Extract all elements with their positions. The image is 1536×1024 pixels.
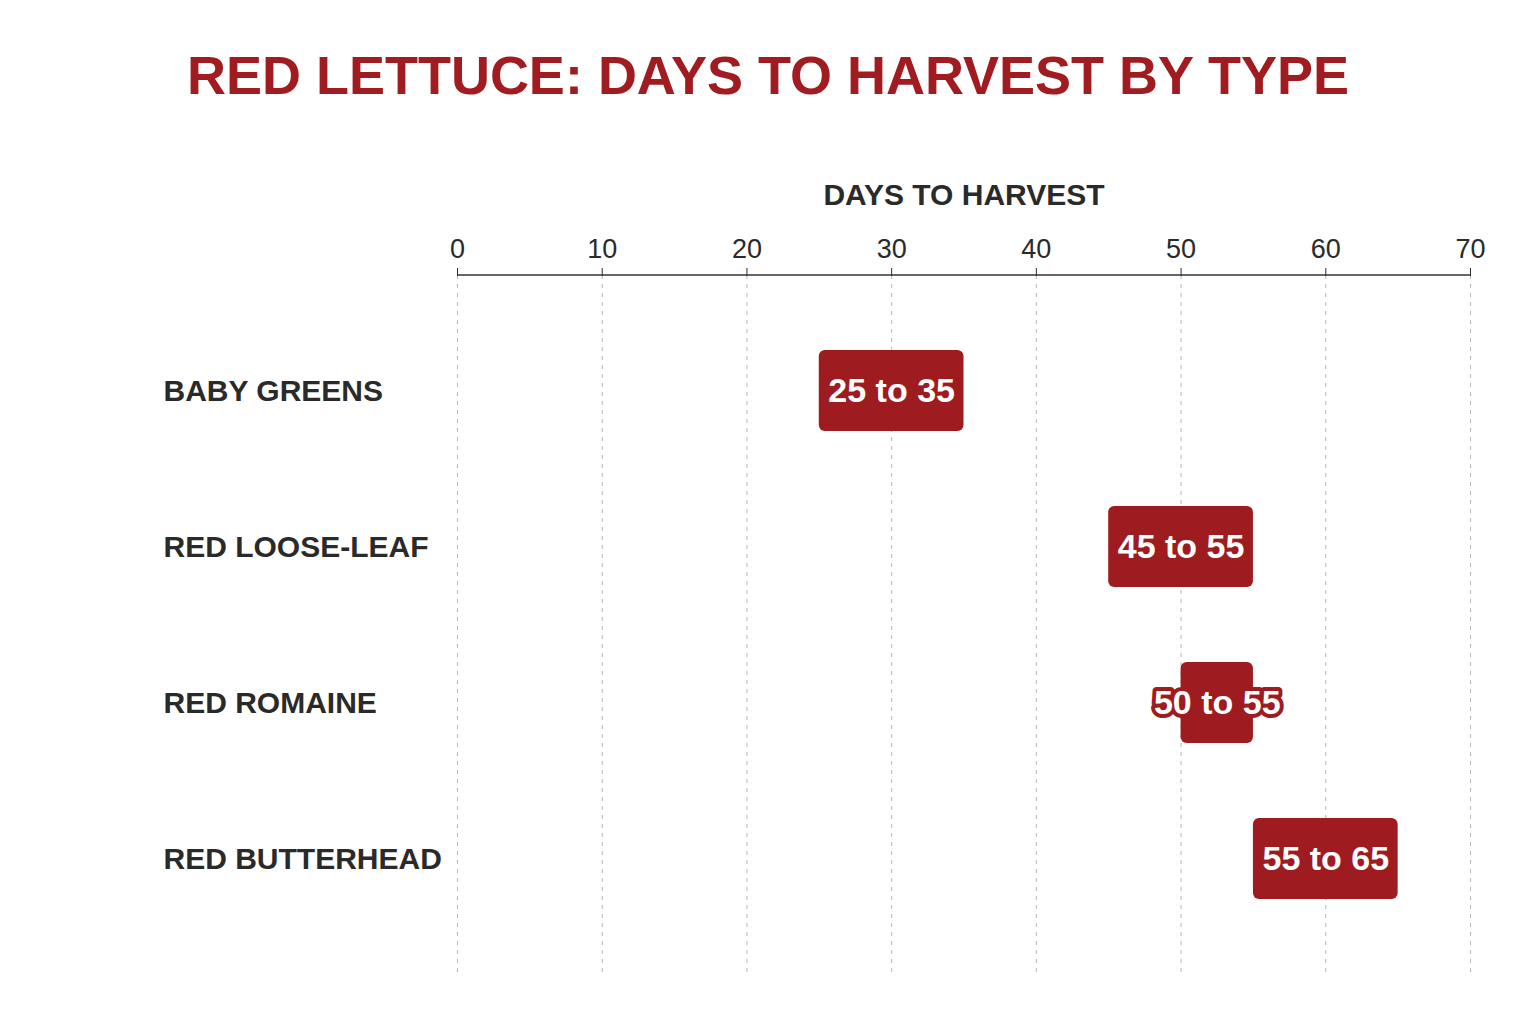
svg-text:DAYS TO HARVEST: DAYS TO HARVEST: [823, 178, 1104, 211]
svg-text:RED ROMAINE: RED ROMAINE: [164, 686, 377, 719]
svg-text:RED LOOSE-LEAF: RED LOOSE-LEAF: [164, 530, 429, 563]
svg-text:RED BUTTERHEAD: RED BUTTERHEAD: [164, 842, 442, 875]
svg-text:25 to 35: 25 to 35: [828, 371, 955, 409]
svg-text:20: 20: [732, 234, 762, 264]
html-text:RED LETTUCE: DAYS TO HARVEST B: RED LETTUCE: DAYS TO HARVEST BY TYPE: [186, 45, 1350, 105]
svg-text:0: 0: [450, 234, 465, 264]
svg-text:70: 70: [1455, 234, 1485, 264]
svg-text:60: 60: [1311, 234, 1341, 264]
svg-text:45 to 55: 45 to 55: [1118, 527, 1245, 565]
svg-text:50: 50: [1166, 234, 1196, 264]
svg-text:BABY GREENS: BABY GREENS: [164, 374, 384, 407]
svg-text:40: 40: [1021, 234, 1051, 264]
svg-text:10: 10: [587, 234, 617, 264]
svg-text:50 to 55: 50 to 55: [1154, 683, 1281, 721]
svg-text:30: 30: [877, 234, 907, 264]
svg-text:55 to 65: 55 to 65: [1262, 839, 1389, 877]
